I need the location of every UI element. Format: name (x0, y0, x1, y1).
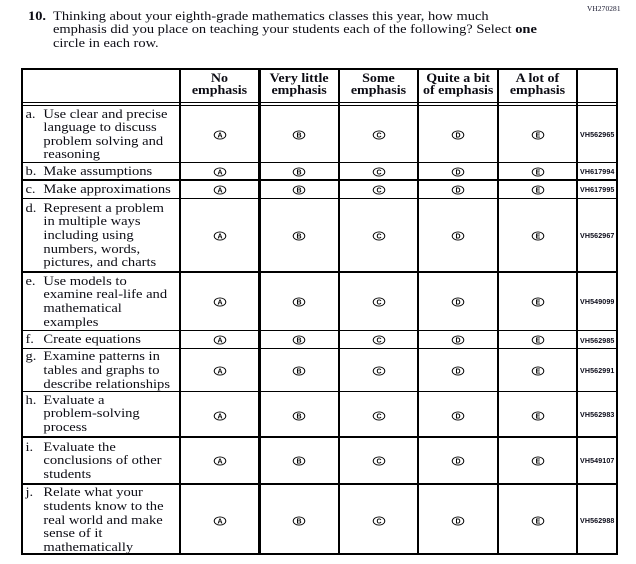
svg-text:E: E (535, 188, 540, 195)
svg-text:D: D (456, 459, 461, 466)
svg-text:D: D (456, 299, 461, 306)
svg-text:D: D (456, 170, 461, 177)
svg-text:D: D (456, 188, 461, 195)
svg-text:B: B (297, 459, 302, 466)
svg-text:D: D (456, 338, 461, 345)
svg-text:D: D (456, 519, 461, 526)
svg-text:A: A (217, 299, 222, 306)
svg-text:B: B (297, 338, 302, 345)
svg-text:C: C (376, 299, 381, 306)
svg-text:B: B (297, 519, 302, 526)
svg-text:E: E (535, 338, 540, 345)
svg-text:B: B (297, 299, 302, 306)
svg-text:A: A (217, 369, 222, 376)
svg-text:C: C (376, 234, 381, 241)
svg-text:C: C (376, 338, 381, 345)
svg-text:E: E (535, 234, 540, 241)
svg-text:E: E (535, 369, 540, 376)
svg-text:C: C (376, 133, 381, 140)
svg-text:C: C (376, 413, 381, 420)
svg-text:C: C (376, 519, 381, 526)
svg-text:A: A (217, 133, 222, 140)
svg-text:A: A (217, 234, 222, 241)
svg-text:E: E (535, 170, 540, 177)
svg-text:C: C (376, 369, 381, 376)
svg-text:C: C (376, 188, 381, 195)
svg-text:B: B (297, 188, 302, 195)
svg-text:D: D (456, 133, 461, 140)
svg-text:E: E (535, 459, 540, 466)
svg-text:E: E (535, 413, 540, 420)
svg-text:A: A (217, 188, 222, 195)
svg-text:E: E (535, 133, 540, 140)
svg-text:B: B (297, 413, 302, 420)
svg-text:A: A (217, 519, 222, 526)
svg-text:B: B (297, 133, 302, 140)
svg-text:C: C (376, 459, 381, 466)
svg-text:E: E (535, 519, 540, 526)
svg-text:C: C (376, 170, 381, 177)
svg-text:B: B (297, 234, 302, 241)
svg-text:D: D (456, 234, 461, 241)
svg-text:B: B (297, 170, 302, 177)
svg-text:A: A (217, 459, 222, 466)
svg-text:B: B (297, 369, 302, 376)
svg-text:E: E (535, 299, 540, 306)
svg-text:D: D (456, 369, 461, 376)
svg-text:A: A (217, 338, 222, 345)
svg-text:D: D (456, 413, 461, 420)
svg-text:A: A (217, 413, 222, 420)
svg-text:A: A (217, 170, 222, 177)
